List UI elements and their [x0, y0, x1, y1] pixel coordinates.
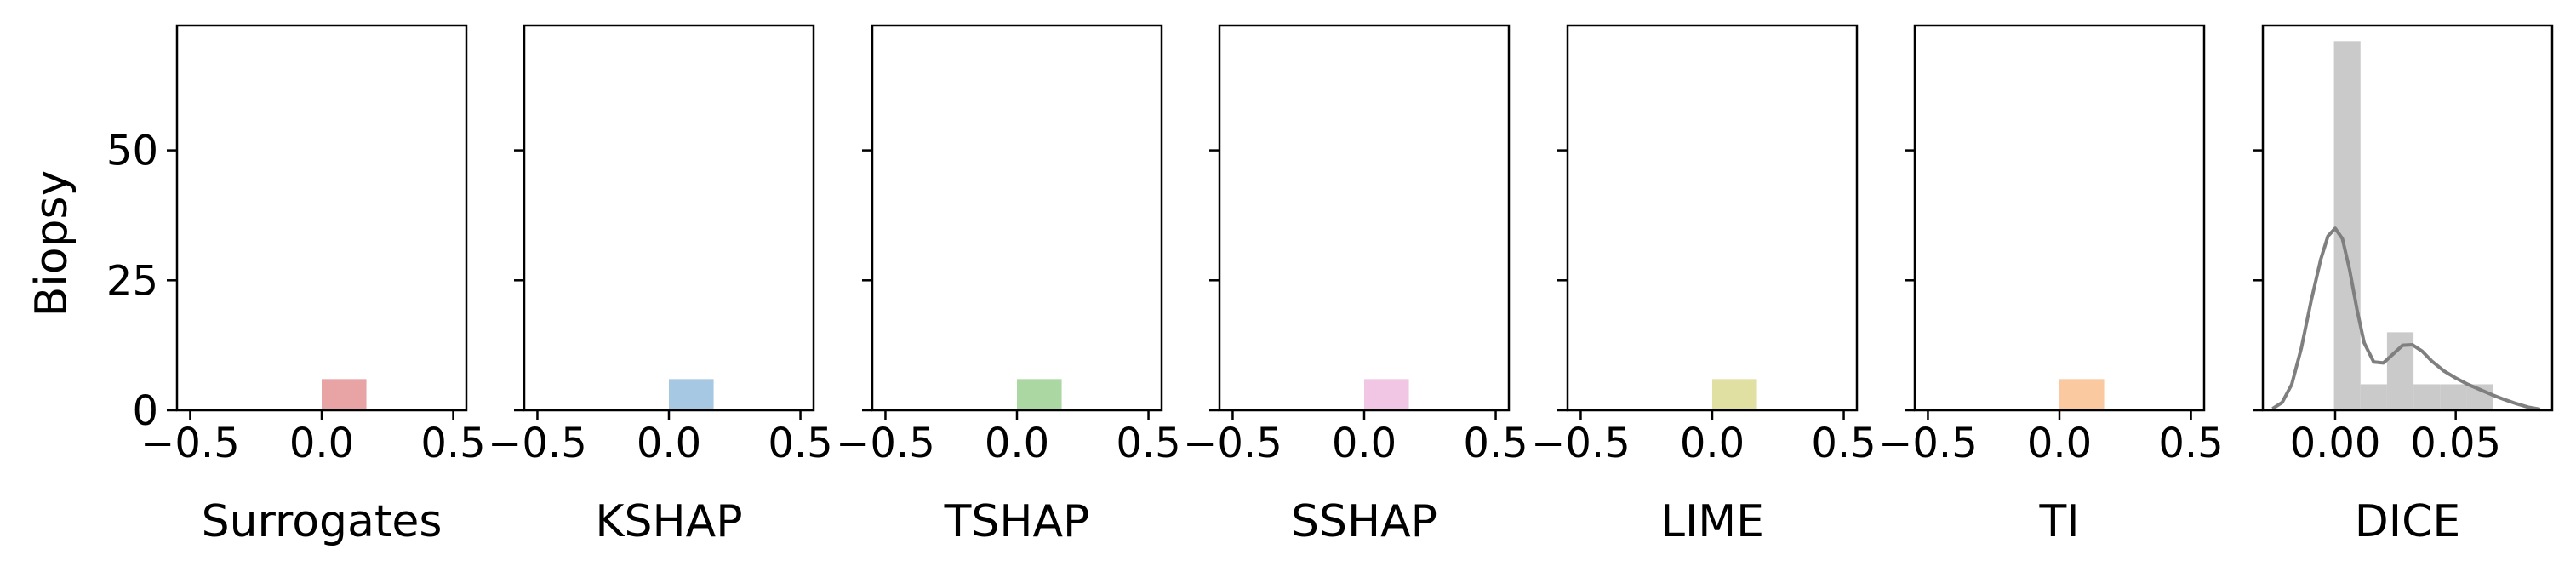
- axes-frame: [2261, 24, 2554, 412]
- histogram-bar: [1364, 379, 1409, 410]
- x-tick-label: 0.5: [1811, 420, 1876, 467]
- x-tick-label: 0.0: [289, 420, 354, 467]
- x-axis-label: Surrogates: [202, 496, 443, 547]
- panel-5: −0.5 0.0 0.5 LIME: [1531, 24, 1876, 547]
- axes-frame: [523, 24, 815, 412]
- histogram-bar: [2059, 379, 2105, 410]
- histogram-bar: [2360, 384, 2387, 410]
- x-tick-label: 0.5: [1463, 420, 1528, 467]
- axes-frame: [1218, 24, 1511, 412]
- x-axis-label: SSHAP: [1291, 496, 1437, 547]
- x-axis-label: DICE: [2355, 496, 2461, 547]
- x-tick-label: 0.00: [2290, 420, 2381, 467]
- panel-7: 0.00 0.05 DICE: [2253, 24, 2554, 547]
- x-tick-label: 0.0: [985, 420, 1049, 467]
- histogram-bar: [2440, 384, 2467, 410]
- x-tick-label: 0.5: [2158, 420, 2223, 467]
- histogram-bar: [2333, 41, 2361, 410]
- x-tick-label: −0.5: [1531, 420, 1631, 467]
- axes-frame: [175, 24, 468, 412]
- x-tick-label: −0.5: [1183, 420, 1282, 467]
- axes-frame: [871, 24, 1163, 412]
- x-tick-label: 0.5: [420, 420, 485, 467]
- y-axis-label: Biopsy: [26, 170, 77, 317]
- histogram-bar: [669, 379, 714, 410]
- histogram-bar: [322, 379, 367, 410]
- x-axis-label: LIME: [1660, 496, 1764, 547]
- axes-frame: [1913, 24, 2206, 412]
- x-tick-label: −0.5: [1878, 420, 1978, 467]
- histogram-bar: [1712, 379, 1757, 410]
- histogram-bar: [2413, 384, 2441, 410]
- panel-6: −0.5 0.0 0.5 TI: [1878, 24, 2224, 547]
- x-tick-label: 0.05: [2410, 420, 2501, 467]
- x-axis-label: KSHAP: [595, 496, 742, 547]
- kde-line: [2271, 226, 2541, 411]
- x-tick-label: 0.0: [637, 420, 701, 467]
- x-axis-label: TI: [2038, 496, 2079, 547]
- x-tick-label: 0.0: [1680, 420, 1745, 467]
- panel-4: −0.5 0.0 0.5 SSHAP: [1183, 24, 1528, 547]
- x-axis-label: TSHAP: [944, 496, 1090, 547]
- x-tick-label: 0.0: [2027, 420, 2092, 467]
- x-tick-label: 0.5: [768, 420, 832, 467]
- x-tick-label: −0.5: [140, 420, 240, 467]
- x-tick-label: 0.0: [1332, 420, 1397, 467]
- x-tick-label: 0.5: [1116, 420, 1180, 467]
- histogram-bar: [1017, 379, 1062, 410]
- panel-1: −0.5 0.0 0.5 0 25 50 Surrogates Biopsy: [26, 24, 486, 547]
- panel-3: −0.5 0.0 0.5 TSHAP: [836, 24, 1181, 547]
- panel-2: −0.5 0.0 0.5 KSHAP: [488, 24, 833, 547]
- y-tick-label: 0: [132, 387, 158, 435]
- x-tick-label: −0.5: [488, 420, 587, 467]
- x-tick-label: −0.5: [836, 420, 935, 467]
- y-tick-label: 25: [106, 257, 158, 305]
- axes-frame: [1566, 24, 1859, 412]
- y-tick-label: 50: [106, 128, 158, 175]
